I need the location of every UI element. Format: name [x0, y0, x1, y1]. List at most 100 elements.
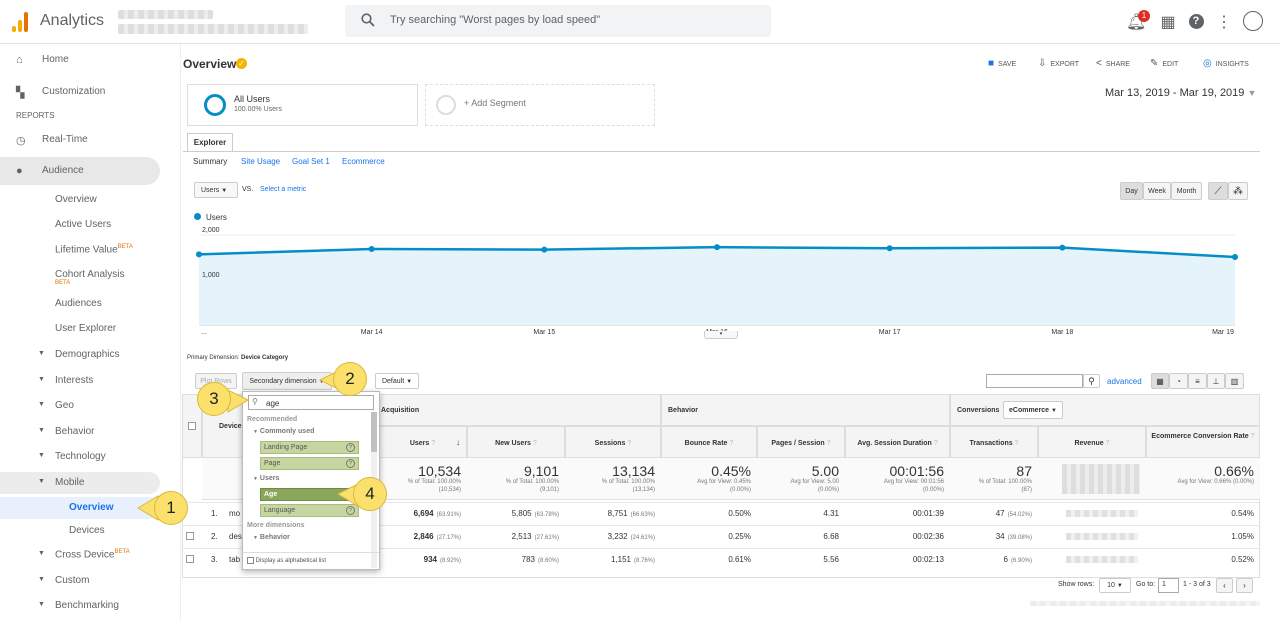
sidebar-item-benchmarking[interactable]: ▼ Benchmarking — [0, 595, 160, 617]
subtab-ecommerce[interactable]: Ecommerce — [342, 157, 385, 166]
help-icon[interactable]: ? — [1014, 440, 1019, 447]
help-icon[interactable]: ? — [346, 506, 355, 515]
subtab-site-usage[interactable]: Site Usage — [241, 157, 281, 166]
column-header-pages-session[interactable]: Pages / Session? — [757, 426, 845, 458]
help-icon[interactable]: ? — [1186, 11, 1206, 31]
sidebar-item-technology[interactable]: ▼ Technology — [0, 446, 160, 468]
row-device[interactable]: mo — [229, 509, 241, 518]
column-header-new-users[interactable]: New Users? — [467, 426, 565, 458]
prev-page-icon[interactable]: ‹ — [1216, 578, 1233, 593]
select-metric-link[interactable]: Select a metric — [260, 186, 307, 193]
tab-explorer[interactable]: Explorer — [187, 133, 233, 151]
period-week-button[interactable]: Week — [1143, 182, 1171, 200]
dimension-option-language[interactable]: Language? — [260, 504, 359, 517]
row-device[interactable]: tab — [229, 555, 241, 564]
column-header-revenue[interactable]: Revenue? — [1038, 426, 1146, 458]
behavior-group[interactable]: ▼ Behavior — [253, 534, 290, 541]
sidebar-item-demographics[interactable]: ▼ Demographics — [0, 344, 160, 366]
data-point[interactable] — [541, 246, 548, 253]
column-header-users[interactable]: Users? ↓ — [378, 426, 467, 458]
sidebar-item-audiences[interactable]: Audiences — [0, 293, 160, 315]
sidebar-item-audience[interactable]: ● Audience — [0, 157, 160, 185]
motion-chart-icon[interactable]: ⁂ — [1228, 182, 1248, 200]
sidebar-item-mobile[interactable]: ▼ Mobile — [0, 472, 160, 494]
dimension-option-landing-page[interactable]: Landing Page? — [260, 441, 359, 454]
secondary-dimension-button[interactable]: Secondary dimension ▼ — [242, 372, 332, 390]
sidebar-item-geo[interactable]: ▼ Geo — [0, 395, 160, 417]
row-device[interactable]: des — [229, 532, 242, 541]
pie-chart-icon[interactable]: ◔ — [1169, 373, 1188, 389]
column-header-avg-session-duration[interactable]: Avg. Session Duration? — [845, 426, 950, 458]
sidebar-item-user-explorer[interactable]: User Explorer — [0, 318, 160, 340]
users-group[interactable]: ▼ Users — [253, 475, 279, 482]
sidebar-item-active-users[interactable]: Active Users — [0, 214, 160, 236]
sidebar-item-cross-device[interactable]: ▼ Cross DeviceBETA — [0, 544, 160, 566]
help-icon[interactable]: ? — [933, 440, 938, 447]
account-name-blurred[interactable] — [118, 10, 213, 19]
next-page-icon[interactable]: › — [1236, 578, 1253, 593]
help-icon[interactable]: ? — [1105, 440, 1110, 447]
account-avatar[interactable] — [1243, 11, 1263, 31]
scrollbar-thumb[interactable] — [371, 412, 377, 452]
segment-all-users[interactable]: All Users 100.00% Users — [187, 84, 418, 126]
sidebar-item-interests[interactable]: ▼ Interests — [0, 370, 160, 392]
subtab-summary[interactable]: Summary — [193, 157, 228, 166]
table-filter-input[interactable] — [986, 374, 1083, 388]
export-button[interactable]: ⇩ EXPORT — [1038, 58, 1079, 69]
add-segment-button[interactable]: + Add Segment — [425, 84, 655, 126]
help-icon[interactable]: ? — [431, 440, 436, 447]
sidebar-item-home[interactable]: ⌂ Home — [0, 46, 160, 74]
period-month-button[interactable]: Month — [1171, 182, 1202, 200]
show-rows-select[interactable]: 10 ▼ — [1099, 578, 1131, 593]
sidebar-item-devices[interactable]: Devices — [0, 520, 160, 542]
more-vert-icon[interactable]: ⋮ — [1216, 14, 1232, 31]
help-icon[interactable]: ? — [826, 440, 831, 447]
dimension-option-page[interactable]: Page? — [260, 457, 359, 470]
column-header-ecommerce-conversion-rate[interactable]: Ecommerce Conversion Rate? — [1146, 426, 1260, 458]
row-checkbox[interactable] — [186, 532, 194, 540]
analytics-logo[interactable] — [12, 12, 28, 32]
table-row[interactable] — [182, 525, 1260, 548]
column-header-bounce-rate[interactable]: Bounce Rate? — [661, 426, 757, 458]
sort-desc-arrow-icon[interactable]: ↓ — [456, 438, 460, 447]
select-all-checkbox[interactable] — [188, 422, 196, 430]
primary-dimension-value[interactable]: Device Category — [241, 355, 289, 361]
date-range-picker[interactable]: Mar 13, 2019 - Mar 19, 2019 ▼ — [1105, 87, 1256, 99]
share-button[interactable]: < SHARE — [1096, 58, 1130, 69]
chart-resize-handle[interactable]: ▾ — [704, 331, 738, 339]
sidebar-item-mobile-overview[interactable]: Overview — [0, 497, 160, 519]
table-row[interactable] — [182, 548, 1260, 571]
data-table-icon[interactable]: ▦ — [1151, 373, 1169, 389]
property-name-blurred[interactable] — [118, 24, 308, 34]
period-day-button[interactable]: Day — [1120, 182, 1143, 200]
subtab-goal-set-1[interactable]: Goal Set 1 — [292, 157, 330, 166]
data-point[interactable] — [886, 245, 893, 252]
advanced-filter-link[interactable]: advanced — [1107, 377, 1142, 386]
sidebar-item-lifetime-value[interactable]: Lifetime ValueBETA — [0, 239, 160, 261]
table-row[interactable] — [182, 502, 1260, 525]
help-icon[interactable]: ? — [346, 459, 355, 468]
data-point[interactable] — [1059, 244, 1066, 251]
sidebar-item-cohort-analysis[interactable]: Cohort Analysis BETA — [0, 264, 160, 290]
help-icon[interactable]: ? — [729, 440, 734, 447]
data-point[interactable] — [196, 251, 202, 258]
apps-grid-icon[interactable]: ▦ — [1160, 14, 1176, 31]
data-point[interactable] — [714, 244, 720, 251]
help-icon[interactable]: ? — [532, 440, 537, 447]
filter-search-icon[interactable]: ⚲ — [1083, 374, 1100, 388]
search-box[interactable]: Try searching "Worst pages by load speed… — [345, 5, 771, 37]
performance-icon[interactable]: ≡ — [1188, 373, 1207, 389]
column-header-transactions[interactable]: Transactions? — [950, 426, 1038, 458]
insights-button[interactable]: ◎ INSIGHTS — [1203, 58, 1249, 69]
save-button[interactable]: ■ SAVE — [988, 58, 1016, 69]
help-icon[interactable]: ? — [346, 443, 355, 452]
alphabetical-toggle[interactable]: Display as alphabetical list — [247, 557, 326, 564]
goto-page-input[interactable]: 1 — [1158, 578, 1179, 593]
data-point[interactable] — [368, 245, 375, 252]
data-point[interactable] — [1232, 254, 1238, 261]
conversions-select[interactable]: eCommerce ▼ — [1003, 401, 1063, 419]
dimension-search-input[interactable]: ⚲ age — [248, 395, 374, 410]
comparison-icon[interactable]: ⊥ — [1207, 373, 1225, 389]
line-chart-icon[interactable]: ⟋ — [1208, 182, 1228, 200]
sidebar-item-customization[interactable]: ▚ Customization — [0, 78, 160, 106]
